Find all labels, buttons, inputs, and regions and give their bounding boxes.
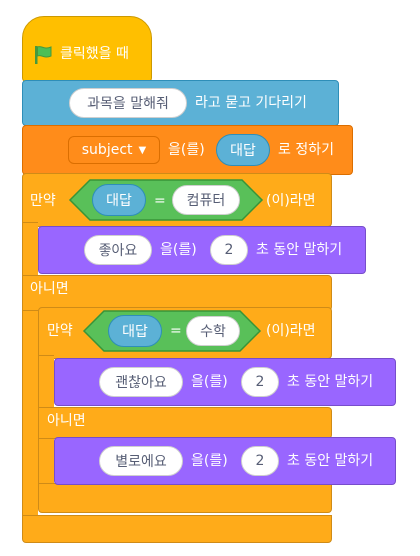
ask-question-input[interactable]: 과목을 말해줘 <box>69 88 187 118</box>
inner-else-label: 아니면 <box>47 413 86 429</box>
inner-condition-left[interactable]: 대답 <box>108 315 162 347</box>
say-suffix: 초 동안 말하기 <box>287 374 374 390</box>
green-flag-icon <box>32 44 54 66</box>
outer-if-label: 만약 <box>30 193 56 209</box>
inner-bottom-bar <box>38 483 332 513</box>
inner-condition-right[interactable]: 수학 <box>186 316 240 346</box>
outer-condition-left[interactable]: 대답 <box>92 184 146 216</box>
outer-condition-op: = <box>154 193 166 209</box>
answer-reporter[interactable]: 대답 <box>216 134 270 166</box>
inner-else-bar <box>38 407 332 439</box>
say-message-input[interactable]: 괜찮아요 <box>99 367 183 397</box>
say-seconds-input[interactable]: 2 <box>241 367 279 397</box>
variable-dropdown[interactable]: subject ▼ <box>68 136 160 164</box>
say-suffix: 초 동안 말하기 <box>287 453 374 469</box>
inner-then-label: (이)라면 <box>266 323 316 339</box>
set-middle: 을(를) <box>168 142 205 158</box>
say-message-input[interactable]: 좋아요 <box>84 235 152 265</box>
ask-suffix: 라고 묻고 기다리기 <box>195 95 307 111</box>
inner-if-label: 만약 <box>47 323 73 339</box>
set-suffix: 로 정하기 <box>278 142 334 158</box>
variable-name: subject <box>81 142 133 158</box>
say-middle: 을(를) <box>191 453 228 469</box>
say-suffix: 초 동안 말하기 <box>256 242 343 258</box>
outer-else-label: 아니면 <box>30 281 69 297</box>
outer-then-label: (이)라면 <box>266 193 316 209</box>
outer-if-arm <box>22 222 38 538</box>
say-seconds-input[interactable]: 2 <box>241 446 279 476</box>
say-message-input[interactable]: 별로에요 <box>99 446 183 476</box>
outer-bottom-bar <box>22 515 332 543</box>
say-seconds-input[interactable]: 2 <box>210 235 248 265</box>
outer-condition-right[interactable]: 컴퓨터 <box>172 185 240 215</box>
inner-condition-op: = <box>170 323 182 339</box>
say-middle: 을(를) <box>160 242 197 258</box>
hat-label: 클릭했을 때 <box>60 46 129 62</box>
dropdown-arrow-icon: ▼ <box>138 144 147 156</box>
say-middle: 을(를) <box>191 374 228 390</box>
